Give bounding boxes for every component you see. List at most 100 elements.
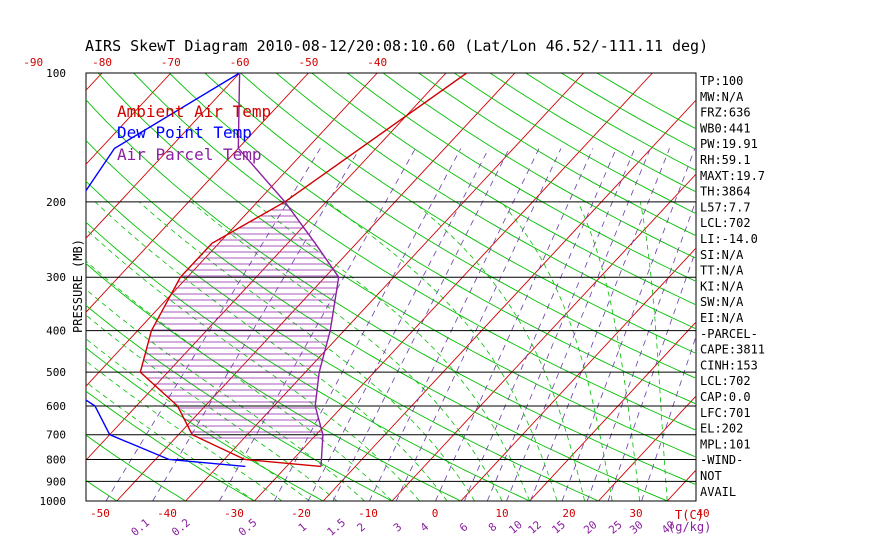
isotherm-line (86, 73, 378, 387)
dry-adiabat-line (97, 73, 696, 458)
isotherm-line (86, 73, 172, 165)
stat-item: LCL:702 (700, 374, 751, 388)
mixing-ratio-line (273, 148, 462, 501)
mixing-ratio-unit: (g/kg) (668, 520, 711, 534)
stat-item: L57:7.7 (700, 200, 751, 214)
stat-item: NOT (700, 469, 722, 483)
moist-adiabat-line (253, 201, 530, 501)
dry-adiabat-line (525, 73, 696, 171)
legend-dewpoint: Dew Point Temp (117, 123, 252, 142)
top-temp-tick-label: -50 (299, 56, 319, 69)
mixing-ratio-label: 8 (486, 520, 499, 534)
stat-item: TT:N/A (700, 264, 744, 278)
stat-item: RH:59.1 (700, 153, 751, 167)
dry-adiabat-line (133, 73, 696, 431)
stat-item: SW:N/A (700, 295, 744, 309)
dry-adiabat-line (86, 434, 186, 501)
bottom-temp-tick-label: 30 (629, 507, 642, 520)
moist-adiabat-line (94, 201, 448, 501)
top-temp-tick-label: -70 (161, 56, 181, 69)
mixing-ratio-label: 20 (581, 518, 600, 536)
mixing-ratio-label: 1.5 (325, 516, 349, 539)
isotherm-line (460, 247, 696, 501)
mixing-ratio-line (586, 199, 696, 501)
moist-adiabat-line (327, 201, 558, 501)
dry-adiabat-line (204, 73, 696, 379)
pressure-tick-label: 800 (46, 454, 66, 467)
pressure-tick-label: 500 (46, 366, 66, 379)
mixing-ratio-line (486, 148, 636, 501)
mixing-ratio-line (530, 148, 670, 501)
mixing-ratio-label: 10 (506, 518, 525, 536)
pressure-tick-label: 200 (46, 196, 66, 209)
dry-adiabat-line (418, 73, 696, 237)
pressure-tick-label: 700 (46, 429, 66, 442)
stat-item: CAP:0.0 (700, 390, 751, 404)
mixing-ratio-label: 2 (355, 520, 368, 534)
x-axis-label: T(C) (675, 508, 704, 522)
stat-item: PW:19.91 (700, 137, 758, 151)
isotherm-line (529, 321, 696, 501)
bottom-temp-tick-label: 40 (696, 507, 709, 520)
bottom-temp-tick-label: -50 (90, 507, 110, 520)
dry-adiabat-line (86, 180, 599, 501)
mixing-ratio-label: 30 (627, 518, 646, 536)
cape-hatch (140, 203, 338, 439)
stat-item: LI:-14.0 (700, 232, 758, 246)
isotherm-line (0, 73, 33, 501)
stat-item: EI:N/A (700, 311, 744, 325)
dry-adiabat-line (240, 73, 696, 354)
stat-item: -WIND- (700, 453, 743, 467)
mixing-ratio-line (105, 148, 321, 501)
mixing-ratio-label: 15 (550, 518, 569, 536)
bottom-temp-tick-label: -40 (157, 507, 177, 520)
mixing-ratio-label: 0.1 (129, 516, 153, 539)
stat-item: MPL:101 (700, 437, 751, 451)
isotherm-line (86, 73, 240, 239)
pressure-tick-label: 100 (46, 67, 66, 80)
legend-ambient: Ambient Air Temp (117, 102, 271, 121)
isotherm-line (805, 73, 870, 501)
bottom-temp-tick-label: -20 (291, 507, 311, 520)
stat-item: CAPE:3811 (700, 343, 765, 357)
ambient-temp-line (139, 73, 468, 468)
moist-adiabat-line (639, 201, 668, 501)
dewpoint-temp-line (86, 73, 246, 468)
dry-adiabat-line (311, 73, 696, 306)
isotherm-line (185, 73, 584, 501)
stat-item: SI:N/A (700, 248, 744, 262)
mixing-ratio-line (463, 148, 617, 501)
stat-item: TP:100 (700, 74, 743, 88)
moist-adiabat-line (413, 201, 585, 501)
isotherm-line (116, 73, 516, 501)
dry-adiabat-line (86, 347, 324, 501)
mixing-ratio-label: 3 (391, 520, 404, 534)
dry-adiabat-line (168, 73, 696, 405)
moist-adiabat-line (500, 201, 613, 501)
bottom-temp-tick-label: 10 (495, 507, 508, 520)
mixing-ratio-label: 6 (457, 520, 470, 534)
top-temp-tick-label: -90 (23, 56, 43, 69)
mixing-ratio-label: 12 (526, 518, 545, 536)
stat-item: WB0:441 (700, 121, 751, 135)
profile-lines (86, 73, 468, 468)
stat-item: EL:202 (700, 422, 743, 436)
moist-adiabat-line (86, 260, 393, 501)
parcel-temp-line (237, 73, 340, 467)
dry-adiabat-line (86, 139, 668, 501)
mixing-ratio-line (152, 148, 360, 501)
isotherm-line (666, 469, 696, 501)
mixing-ratio-label: 1 (296, 520, 309, 534)
mixing-ratio-line (219, 148, 416, 501)
isotherm-line (86, 73, 309, 313)
dry-adiabat-line (347, 73, 696, 282)
pressure-tick-label: 1000 (40, 495, 67, 508)
pressure-tick-label: 600 (46, 400, 66, 413)
chart-title: AIRS SkewT Diagram 2010-08-12/20:08:10.6… (85, 37, 708, 55)
bottom-temp-tick-label: -30 (224, 507, 244, 520)
dry-adiabat-line (382, 73, 696, 259)
isotherm-line (598, 395, 696, 501)
moist-adiabat-line (190, 201, 503, 501)
pressure-tick-label: 300 (46, 271, 66, 284)
